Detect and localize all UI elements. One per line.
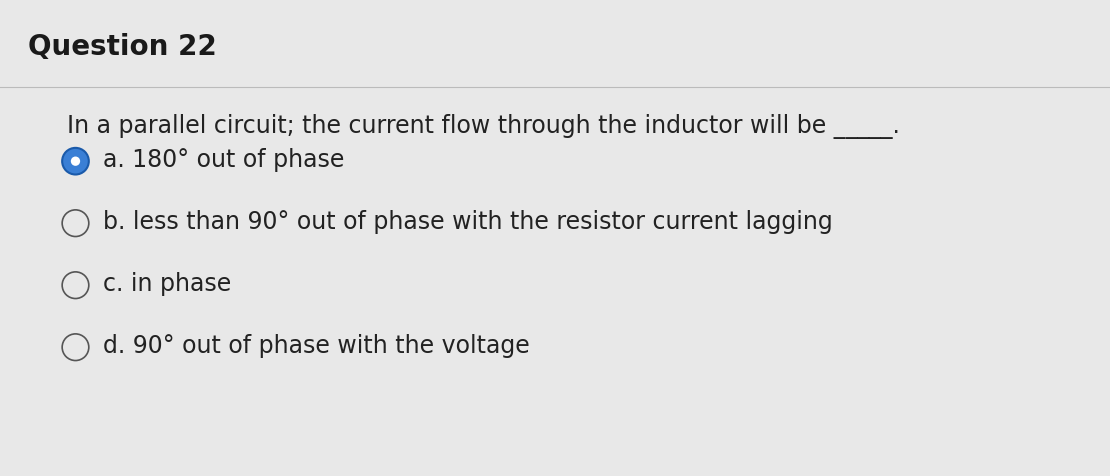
Text: b. less than 90° out of phase with the resistor current lagging: b. less than 90° out of phase with the r… — [103, 209, 832, 233]
Ellipse shape — [62, 272, 89, 299]
Text: a. 180° out of phase: a. 180° out of phase — [103, 148, 344, 171]
Ellipse shape — [62, 149, 89, 175]
Ellipse shape — [71, 157, 80, 167]
Text: In a parallel circuit; the current flow through the inductor will be _____.: In a parallel circuit; the current flow … — [67, 114, 899, 139]
Text: d. 90° out of phase with the voltage: d. 90° out of phase with the voltage — [103, 333, 529, 357]
Text: c. in phase: c. in phase — [103, 271, 232, 295]
Text: Question 22: Question 22 — [28, 33, 216, 61]
Ellipse shape — [62, 334, 89, 361]
Ellipse shape — [62, 210, 89, 237]
